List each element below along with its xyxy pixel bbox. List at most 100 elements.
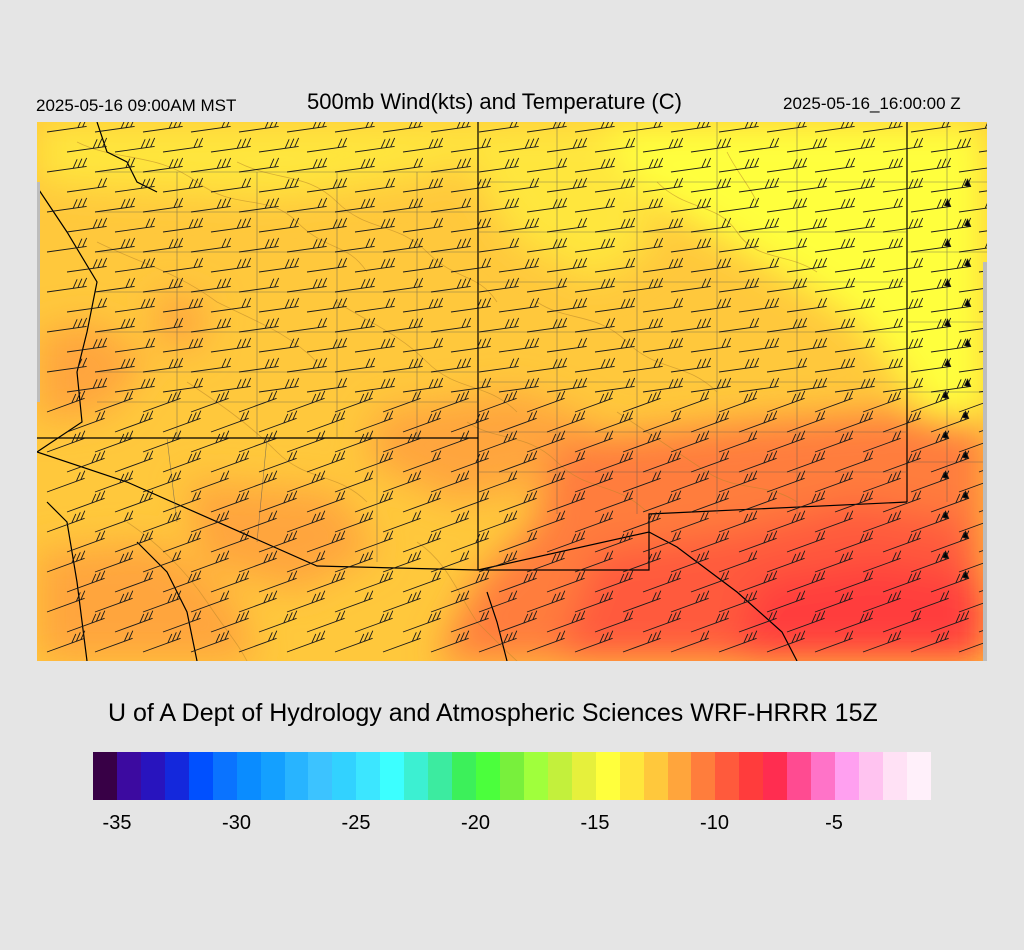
wind-barb [190,630,230,653]
colorbar-swatch [380,752,405,800]
wind-barb [402,410,442,433]
wind-barb [546,570,586,593]
wind-barb [162,570,202,593]
colorbar-swatch [284,752,309,800]
wind-barb [718,470,758,493]
wind-barb [738,137,780,153]
wind-barb [594,490,634,513]
wind-barb [498,297,540,313]
wind-barb [690,610,730,633]
wind-barb [238,157,280,173]
wind-barb [66,530,106,553]
wind-barb [94,122,135,133]
wind-barb [814,122,855,133]
wind-barb [210,217,252,233]
wind-barb [306,137,348,153]
colorbar-swatch [882,752,907,800]
wind-barb [546,257,588,273]
wind-barb [382,390,422,413]
wind-barb [834,177,876,193]
wind-barb [306,257,348,273]
wind-barb [238,590,278,613]
wind-barb [930,570,970,593]
wind-barb [46,550,86,573]
colorbar-swatch [787,752,812,800]
wind-barb [142,157,184,173]
wind-barb [162,410,202,433]
wind-barb [286,630,326,653]
wind-barb [642,570,682,593]
wind-barb [690,257,732,273]
wind-barb [958,521,987,533]
wind-barb [526,390,566,413]
wind-barb [574,357,616,373]
wind-barb [546,377,588,393]
wind-barb [450,610,490,633]
wind-barb [766,237,808,253]
wind-barb [574,390,614,413]
wind-barb [46,470,86,493]
wind-barb [786,217,828,233]
wind-barb [382,590,422,613]
wind-barb [402,377,444,393]
wind-barb [94,470,134,493]
wind-barb [930,137,972,153]
wind-barb [594,177,636,193]
wind-barb [882,490,922,513]
wind-barb [718,590,758,613]
wind-barb [114,377,156,393]
wind-barb [786,297,828,313]
wind-barb [526,237,568,253]
wind-barb [738,177,780,193]
wind-barb [114,410,154,433]
wind-barb [162,137,204,153]
wind-barb [306,217,348,233]
wind-barb [786,377,828,393]
wind-barb [354,410,394,433]
wind-barb [622,357,664,373]
wind-barb [546,410,586,433]
wind-barb [162,217,204,233]
wind-barb [94,237,136,253]
wind-barb [450,377,492,393]
wind-barb [94,590,134,613]
wind-barb [430,430,470,453]
wind-barb [306,570,346,593]
wind-barb [834,450,874,473]
wind-barb [46,122,87,133]
wind-barb [478,122,519,133]
colorbar-swatch [499,752,524,800]
wind-barb [718,357,760,373]
wind-barb [766,470,806,493]
wind-barb [930,530,970,553]
wind-barb [958,167,987,173]
wind-barb [354,610,394,633]
wind-barb [478,357,520,373]
wind-barb [382,357,424,373]
wind-barb [642,530,682,553]
wind-barb [546,450,586,473]
valid-time-utc: 2025-05-16_16:00:00 Z [783,94,961,113]
wind-barb [738,257,780,273]
wind-barb [354,570,394,593]
wind-barb [190,277,232,293]
wind-barb [958,203,987,213]
wind-barb [142,357,184,373]
wind-barb [670,390,710,413]
wind-barb [526,317,568,333]
wind-barb [66,137,108,153]
wind-barb [814,630,854,653]
wind-barb [382,157,424,173]
wind-barb [142,237,184,253]
wind-barb [642,217,684,233]
colorbar-swatch [763,752,788,800]
wind-barb [306,610,346,633]
wind-barb [450,570,490,593]
colorbar-swatch [739,752,764,800]
wind-barb [306,410,346,433]
wind-barb [450,217,492,233]
colorbar-swatch [260,752,285,800]
wind-barb [66,217,108,233]
wind-barb [450,337,492,353]
wind-barb [430,277,472,293]
